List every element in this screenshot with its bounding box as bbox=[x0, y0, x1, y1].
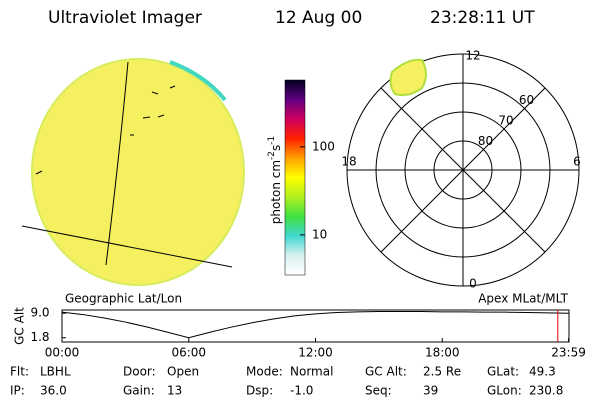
y-tick-label: 9.0 bbox=[30, 306, 49, 320]
info-key: Dsp: bbox=[246, 384, 273, 398]
colorbar-label: photon cm-2s-1 bbox=[267, 136, 283, 225]
info-key: Mode: bbox=[246, 365, 283, 379]
x-tick-label: 00:00 bbox=[45, 346, 80, 360]
colorbar bbox=[284, 79, 306, 276]
auroral-image bbox=[31, 58, 245, 286]
info-value: 39 bbox=[423, 384, 438, 398]
info-value: 2.5 Re bbox=[423, 365, 461, 379]
x-tick-label: 12:00 bbox=[298, 346, 333, 360]
x-tick-label: 06:00 bbox=[171, 346, 206, 360]
altitude-curve bbox=[61, 310, 570, 339]
info-value: 230.8 bbox=[529, 384, 563, 398]
info-key: Door: bbox=[123, 365, 156, 379]
polar-title: Apex MLat/MLT bbox=[478, 292, 568, 306]
lat-label: 60 bbox=[519, 93, 534, 107]
mlt-label: 0 bbox=[469, 277, 477, 291]
meridian bbox=[105, 61, 129, 266]
mlt-label: 18 bbox=[341, 155, 356, 169]
edge bbox=[169, 60, 227, 102]
info-key: Gain: bbox=[123, 384, 155, 398]
image-title: Geographic Lat/Lon bbox=[65, 292, 182, 306]
info-value: -1.0 bbox=[290, 384, 313, 398]
altitude-label: GC Alt bbox=[13, 307, 27, 345]
lat-circle bbox=[404, 111, 522, 229]
info-value: 13 bbox=[167, 384, 182, 398]
info-key: IP: bbox=[10, 384, 25, 398]
date: 12 Aug 00 bbox=[275, 8, 362, 28]
info-value: LBHL bbox=[40, 365, 71, 379]
altitude-plot bbox=[61, 309, 570, 343]
info-key: GLat: bbox=[487, 365, 519, 379]
marks bbox=[35, 85, 176, 175]
polar-axes bbox=[347, 54, 579, 286]
lat-circle bbox=[375, 82, 551, 258]
info-value: 49.3 bbox=[529, 365, 556, 379]
info-key: GLon: bbox=[487, 384, 522, 398]
info-key: GC Alt: bbox=[365, 365, 407, 379]
x-tick-label: 18:00 bbox=[425, 346, 460, 360]
time: 23:28:11 UT bbox=[430, 8, 535, 28]
lat-label: 70 bbox=[498, 113, 513, 127]
instrument: Ultraviolet Imager bbox=[48, 8, 202, 28]
mlt-label: 6 bbox=[573, 155, 581, 169]
colorbar-tick-label: 10 bbox=[312, 227, 327, 241]
parallel bbox=[21, 225, 233, 268]
info-value: 36.0 bbox=[40, 384, 67, 398]
info-value: Open bbox=[167, 365, 199, 379]
mlt-label: 12 bbox=[465, 49, 480, 63]
colorbar-tick-label: 100 bbox=[312, 139, 335, 153]
info-key: Seq: bbox=[365, 384, 392, 398]
lat-circle bbox=[433, 140, 493, 200]
polar-image bbox=[389, 58, 427, 97]
info-key: Flt: bbox=[10, 365, 29, 379]
x-tick-label: 23:59 bbox=[551, 346, 586, 360]
y-tick-label: 1.8 bbox=[30, 330, 49, 344]
info-value: Normal bbox=[290, 365, 333, 379]
lat-label: 80 bbox=[478, 134, 493, 148]
